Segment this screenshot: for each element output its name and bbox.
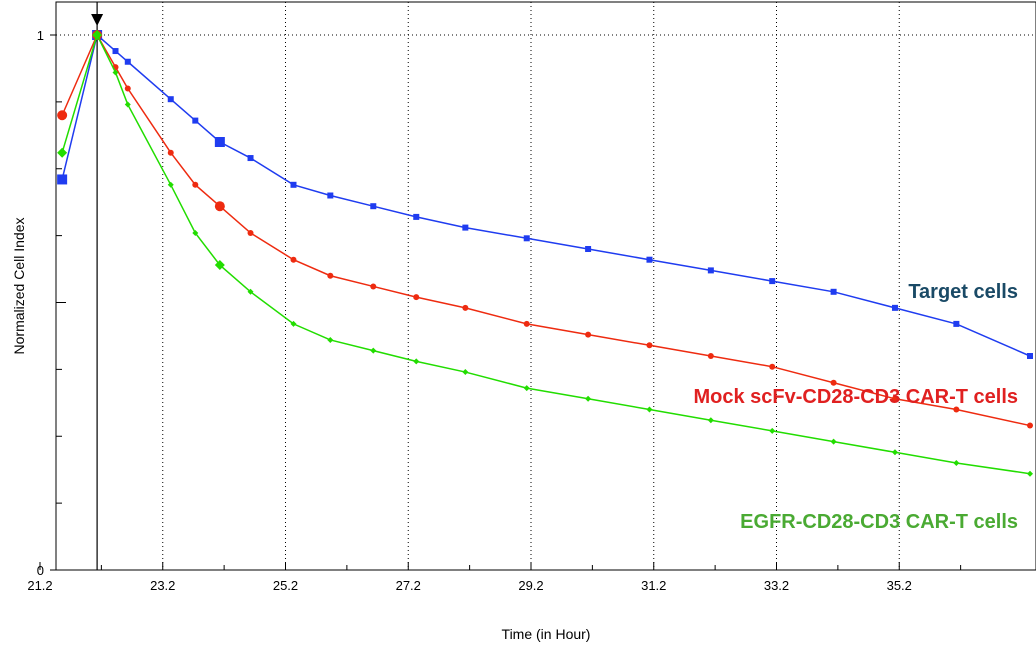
x-tick-label: 33.2 [764,578,789,593]
data-point [112,69,119,76]
data-point [290,320,297,327]
data-point [247,229,254,236]
grid-lines [39,2,1036,570]
x-tick-label: 35.2 [887,578,912,593]
data-point [290,181,297,188]
data-point [167,181,174,188]
data-point [830,288,837,295]
data-point [167,149,174,156]
x-tick-label: 29.2 [518,578,543,593]
data-point [370,203,377,210]
data-point [124,85,131,92]
data-point [247,288,254,295]
data-point [707,353,714,359]
data-point [192,229,199,236]
data-point [891,449,898,456]
data-point [523,320,530,327]
data-point [523,385,530,392]
data-point [112,48,119,55]
series-line [61,32,1031,475]
data-point [413,213,420,220]
y-axis-title: Normalized Cell Index [11,218,27,355]
data-point [891,304,898,311]
data-point [327,272,334,279]
data-point [462,224,469,231]
data-point [953,460,960,466]
x-tick-label: 23.2 [150,578,175,593]
series-2 [57,30,1033,477]
data-point [92,30,103,40]
data-point [247,155,254,162]
data-point [769,427,776,434]
x-tick-label: 25.2 [273,578,298,593]
series-label-egfr-car-t: EGFR-CD28-CD3 CAR-T cells [740,511,1018,533]
data-point [646,342,653,349]
x-tick-label: 21.2 [27,578,52,593]
data-point [830,438,837,445]
data-point [707,417,714,424]
data-point [585,331,592,338]
data-point [370,347,377,354]
data-point [413,294,420,301]
data-point [192,117,199,124]
data-point [124,101,131,108]
series-line [61,33,1031,357]
x-tick-label: 31.2 [641,578,666,593]
x-tick-label: 27.2 [396,578,421,593]
data-point [585,395,592,402]
data-point [646,406,653,413]
series-line [61,33,1031,427]
data-point [214,260,225,271]
time-marker-arrow[interactable] [91,14,104,26]
series-label-target-cells: Target cells [908,281,1018,303]
data-point [953,320,960,327]
data-point [462,304,469,311]
y-tick-label: 0 [37,563,44,578]
y-minor-ticks [56,101,66,504]
data-point [707,267,714,274]
data-point [327,192,334,199]
data-point [290,256,297,263]
data-point [585,246,592,252]
data-point [167,96,174,103]
data-point [57,147,68,158]
data-point [953,406,960,413]
data-point [769,363,776,370]
series-1 [57,30,1033,429]
data-point [413,358,420,365]
data-point [327,336,334,343]
plot-area [55,1,1036,571]
data-point [830,379,837,386]
x-tick-labels: 21.2 23.2 25.2 27.2 29.2 31.2 33.2 35.2 [27,578,912,593]
data-point [214,137,225,147]
data-point [891,395,898,402]
data-point [523,235,530,242]
data-point [214,201,225,212]
data-point [1027,353,1033,359]
data-point [370,283,377,290]
data-point [462,369,469,376]
data-point [192,181,199,188]
data-point [1027,422,1033,429]
data-point [57,174,68,185]
y-tick-label: 1 [37,28,44,43]
data-point [57,110,68,121]
series-label-mock-car-t: Mock scFv-CD28-CD3 CAR-T cells [693,386,1018,408]
series-layer [57,30,1033,477]
data-point [769,278,776,285]
data-point [646,256,653,263]
data-point [1027,470,1033,477]
x-axis-title: Time (in Hour) [502,626,591,642]
y-tick-labels: 01 [37,28,56,578]
data-point [124,58,131,65]
